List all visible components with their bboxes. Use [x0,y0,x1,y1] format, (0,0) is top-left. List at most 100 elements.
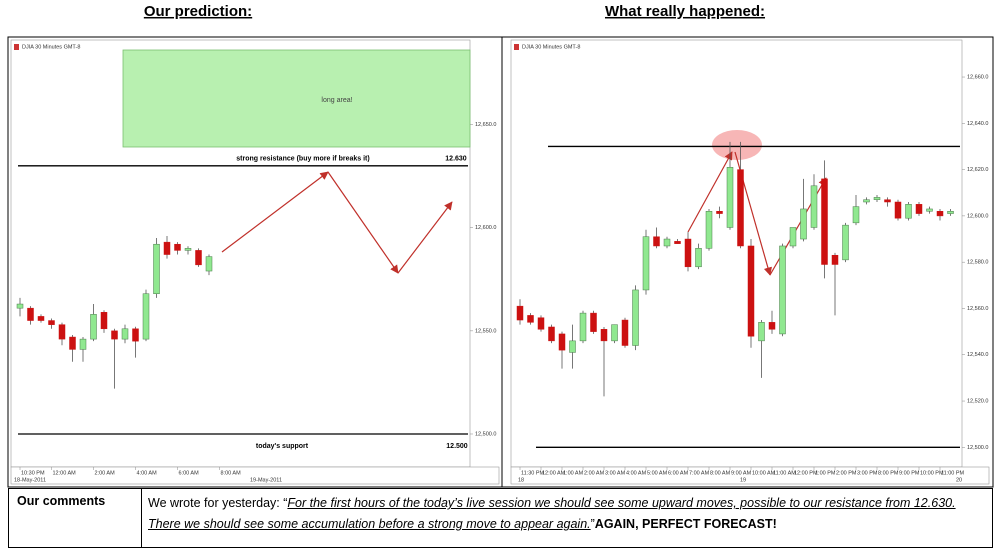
y-tick-label: 12,600.0 [475,225,496,231]
comments-table: Our comments We wrote for yesterday: “Fo… [8,488,993,548]
y-tick-label: 12,660.0 [967,74,988,80]
candle-body [163,241,171,255]
candle-body [642,236,650,291]
candle-body [747,245,755,337]
candle-body [768,322,776,330]
y-tick-label: 12,650.0 [475,122,496,128]
x-tick-label: 7:00 AM [689,470,710,476]
candle-body [579,312,587,342]
highlight [712,130,762,160]
candle-body [800,208,807,240]
y-tick-label: 12,580.0 [967,260,988,266]
candle-body [653,236,660,247]
candle-body [842,224,849,261]
candle-body [674,241,681,244]
candle-body [621,319,629,346]
y-tick-label: 12,640.0 [967,121,988,127]
candle-body [100,312,108,330]
x-tick-label: 8:00 PM [878,470,899,476]
x-tick-label: 2:00 PM [836,470,857,476]
charts: Our prediction: What really happened: lo… [7,3,994,488]
y-tick-label: 12,600.0 [967,213,988,219]
x-tick-label: 11:00 PM [941,470,965,476]
candle-body [726,167,734,228]
arrows [221,151,827,276]
candle-body [684,238,692,268]
candle-body [705,211,713,249]
candle-body [894,201,902,219]
candle-body [153,243,160,294]
x-tick-label: 8:00 AM [221,470,242,476]
date-label: 19 [740,477,746,483]
candle-body [516,305,524,321]
plot-area [510,39,963,468]
quote: For the first hours of the today’s live … [148,496,956,531]
candle-body [884,199,891,203]
y-tick-label: 12,500.0 [475,431,496,437]
x-tick-label: 12:00 AM [53,470,77,476]
y-tick-label: 12,620.0 [967,167,988,173]
candle-body [548,326,555,342]
y-tick-label: 12,560.0 [967,306,988,312]
y-tick-label: 12,500.0 [967,445,988,451]
candle-body [37,316,45,321]
long-area [122,49,471,148]
candle-body [663,238,671,247]
candle-body [810,185,818,228]
candle-body [779,245,786,335]
x-tick-label: 10:30 PM [21,470,45,476]
date-label: 18 [518,477,524,483]
annotation: long area! [321,97,352,104]
comments-heading: Our comments [9,489,142,547]
candle-body [121,328,129,340]
candle-body [758,322,765,342]
candle-body [69,336,76,350]
candle-body [27,307,34,321]
candle-body [632,289,639,346]
y-tick-label: 12,550.0 [475,328,496,334]
x-axis-area [10,466,500,485]
text: We wrote for yesterday: “ [148,496,288,510]
x-tick-label: 3:00 PM [857,470,878,476]
level-value: 12.500 [446,443,468,450]
level-label: strong resistance (buy more if breaks it… [236,156,369,163]
candle-body [132,328,139,342]
candle-body [789,227,797,247]
candle-body [205,256,213,272]
x-tick-label: 9:00 AM [731,470,752,476]
x-tick-label: 1:00 PM [815,470,836,476]
text: ” [590,517,595,531]
candle-body [90,314,97,340]
x-tick-label: 10:00 AM [752,470,776,476]
chart-title: What really happened: [605,3,765,20]
x-tick-label: 11:00 AM [773,470,796,476]
candle-body [852,206,860,224]
source: DJIA 30 Minutes GMT-8 [522,44,580,50]
comments-body: We wrote for yesterday: “For the first h… [142,489,992,547]
candle-body [915,204,923,214]
x-tick-label: 3:00 AM [605,470,626,476]
candle-body [611,324,618,342]
x-tick-label: 6:00 AM [668,470,689,476]
candle-body [873,197,881,200]
candle-body [79,338,87,350]
candle-body [831,254,839,265]
candle-body [600,329,608,342]
x-tick-label: 12:00 AM [542,470,566,476]
level-value: 12.630 [445,156,467,163]
date-label: 19-May-2011 [250,477,282,483]
candle-body [527,315,534,323]
frame [7,36,994,488]
candle-body [947,211,954,214]
x-tick-label: 10:00 PM [920,470,944,476]
candle-body [48,320,55,325]
candle-body [926,208,933,212]
x-tick-label: 9:00 PM [899,470,920,476]
candle-body [537,317,545,330]
x-tick-label: 1:00 AM [563,470,584,476]
icon [514,44,519,50]
candle-body [569,340,576,353]
candle-body [58,324,66,340]
candle-body [905,204,912,219]
x-tick-label: 8:00 AM [710,470,731,476]
